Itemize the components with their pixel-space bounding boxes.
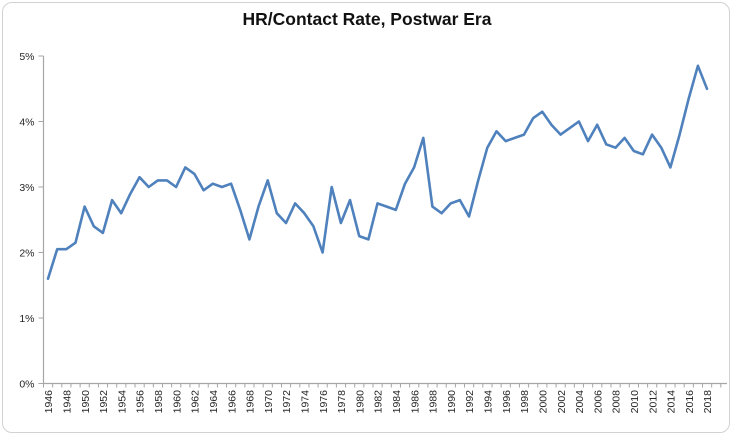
x-axis-label: 2012 xyxy=(647,390,659,414)
x-axis-label: 1946 xyxy=(43,390,55,414)
x-axis-label: 1994 xyxy=(483,390,495,414)
y-axis-label: 3% xyxy=(19,182,34,194)
x-axis-label: 1996 xyxy=(501,390,513,414)
data-series-line xyxy=(46,64,709,281)
x-axis-label: 2000 xyxy=(537,390,549,414)
x-axis-label: 2004 xyxy=(574,390,586,414)
x-axis-label: 2002 xyxy=(556,390,568,414)
y-axis-label: 2% xyxy=(19,248,34,260)
x-axis-label: 1982 xyxy=(373,390,385,414)
y-axis-label: 1% xyxy=(19,313,34,325)
x-axis-label: 1992 xyxy=(464,390,476,414)
x-axis-label: 2008 xyxy=(611,390,623,414)
x-axis-label: 1980 xyxy=(354,390,366,414)
x-axis-label: 1954 xyxy=(116,390,128,414)
y-axis-label: 4% xyxy=(19,117,34,129)
x-axis-label: 1966 xyxy=(226,390,238,414)
x-axis-label: 1984 xyxy=(391,390,403,414)
x-axis-label: 1962 xyxy=(190,390,202,414)
x-axis-label: 2006 xyxy=(592,390,604,414)
y-axis-label: 0% xyxy=(19,379,34,391)
x-axis-label: 1950 xyxy=(80,390,92,414)
x-axis-label: 1990 xyxy=(446,390,458,414)
x-axis-label: 1976 xyxy=(318,390,330,414)
x-axis-label: 1968 xyxy=(245,390,257,414)
x-axis-label: 1960 xyxy=(171,390,183,414)
x-axis-label: 2014 xyxy=(666,390,678,414)
x-axis-label: 1948 xyxy=(62,390,74,414)
chart-title: HR/Contact Rate, Postwar Era xyxy=(242,9,492,29)
x-axis-label: 1952 xyxy=(98,390,110,414)
x-axis-label: 1958 xyxy=(153,390,165,414)
x-axis-label: 1956 xyxy=(135,390,147,414)
x-axis-label: 1986 xyxy=(409,390,421,414)
x-axis-label: 2010 xyxy=(629,390,641,414)
x-axis-label: 1998 xyxy=(519,390,531,414)
x-axis-label: 2016 xyxy=(684,390,696,414)
x-axis-label: 1988 xyxy=(428,390,440,414)
x-axis-label: 1978 xyxy=(336,390,348,414)
x-axis-label: 2018 xyxy=(702,390,714,414)
x-axis-label: 1974 xyxy=(299,390,311,414)
x-axis-label: 1970 xyxy=(263,390,275,414)
x-axis-label: 1972 xyxy=(281,390,293,414)
y-axis-label: 5% xyxy=(19,51,34,63)
x-axis-label: 1964 xyxy=(208,390,220,414)
